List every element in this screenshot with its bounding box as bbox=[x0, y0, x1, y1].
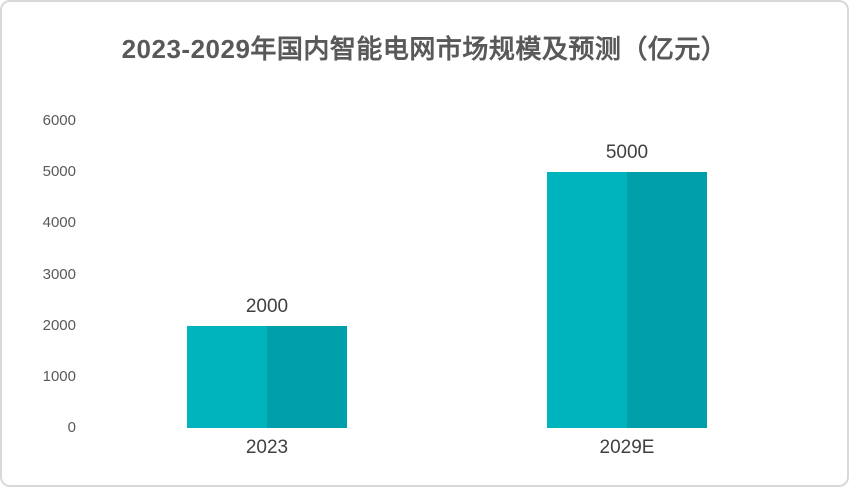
x-axis-label-2029E: 2029E bbox=[599, 437, 655, 458]
chart-title: 2023-2029年国内智能电网市场规模及预测（亿元） bbox=[121, 34, 728, 64]
bar-data-label: 5000 bbox=[605, 142, 649, 164]
y-axis-tick-label: 3000 bbox=[42, 265, 76, 283]
y-axis-tick-label: 1000 bbox=[42, 367, 76, 385]
y-axis-tick-label: 5000 bbox=[42, 163, 76, 181]
bar-2029E bbox=[547, 172, 707, 428]
bar-data-label: 2000 bbox=[245, 295, 289, 317]
bar-2023 bbox=[187, 325, 347, 428]
x-axis-label-2023: 2023 bbox=[245, 437, 289, 458]
y-axis-tick-label: 4000 bbox=[42, 214, 76, 232]
y-axis-tick-label: 6000 bbox=[42, 112, 76, 129]
y-axis-tick-label: 0 bbox=[67, 419, 76, 436]
y-axis-tick-label: 2000 bbox=[42, 316, 76, 334]
